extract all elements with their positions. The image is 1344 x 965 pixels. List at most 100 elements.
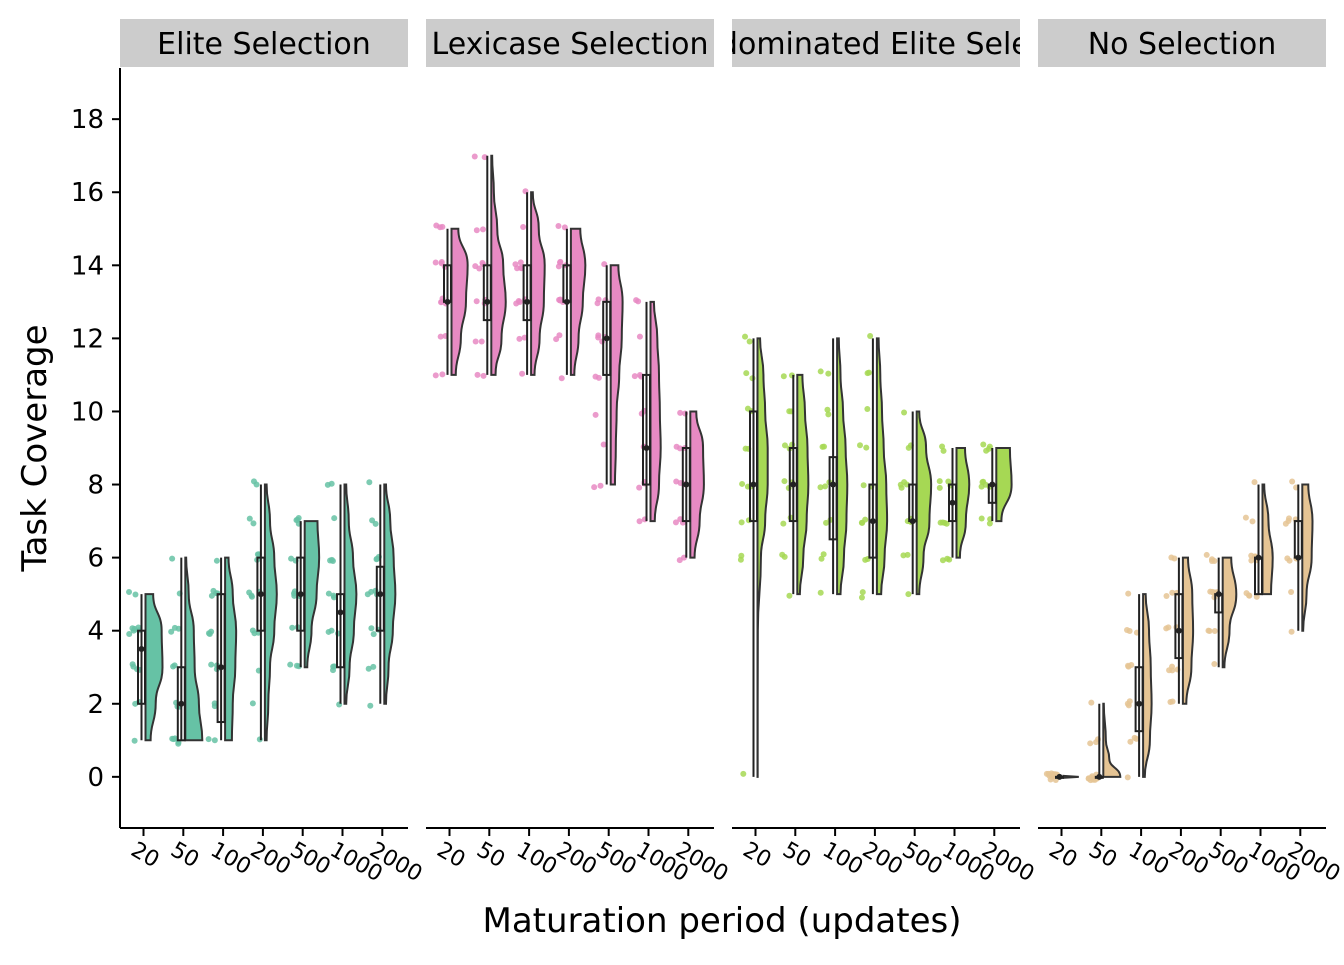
violin-group: [936, 443, 971, 564]
violin-group: [817, 337, 849, 596]
violin-group: [1043, 770, 1079, 783]
data-point: [945, 478, 952, 485]
box-iqr: [749, 410, 758, 523]
data-point: [901, 409, 908, 416]
data-point: [170, 736, 177, 743]
box-iqr: [176, 666, 186, 742]
data-point: [168, 628, 175, 635]
data-point: [211, 700, 218, 707]
data-point: [480, 372, 487, 379]
data-point: [330, 663, 337, 670]
violin-group: [737, 333, 769, 778]
box-iqr: [828, 456, 838, 541]
data-point: [1125, 590, 1132, 597]
data-point: [169, 555, 176, 562]
facet-strip: [732, 19, 1020, 67]
y-tick-label: 8: [87, 471, 104, 501]
data-point: [1209, 588, 1216, 595]
violin-shape: [184, 556, 204, 742]
violin-shape: [995, 447, 1013, 523]
data-point: [780, 373, 787, 380]
y-axis-title: Task Coverage: [15, 324, 55, 572]
data-point: [980, 441, 987, 448]
data-point: [512, 261, 519, 268]
box-median: [178, 700, 185, 707]
data-point: [479, 226, 486, 233]
x-tick-label: 20: [1045, 838, 1082, 874]
data-point: [1163, 592, 1170, 599]
data-point: [867, 333, 874, 340]
data-point: [823, 519, 830, 526]
box-median: [524, 298, 531, 305]
box-iqr: [216, 593, 226, 724]
data-point: [1124, 700, 1131, 707]
data-point: [779, 551, 786, 558]
data-point: [1289, 478, 1296, 485]
data-point: [248, 593, 255, 600]
violin-group: [287, 515, 321, 670]
data-point: [822, 483, 829, 490]
data-point: [858, 594, 865, 601]
data-point: [1208, 557, 1215, 564]
box-iqr: [788, 447, 798, 523]
box-median: [218, 664, 225, 671]
box-median: [1215, 591, 1222, 598]
data-point: [1248, 557, 1255, 564]
box-iqr: [375, 565, 385, 632]
box-median: [257, 591, 264, 598]
data-point: [366, 479, 373, 486]
data-point: [474, 371, 481, 378]
data-point: [516, 335, 523, 342]
violin-group: [432, 222, 469, 379]
data-point: [293, 662, 300, 669]
data-point: [744, 405, 751, 412]
data-point: [213, 557, 220, 564]
data-point: [1047, 776, 1054, 783]
data-point: [478, 338, 485, 345]
box-median: [444, 298, 451, 305]
data-point: [130, 627, 137, 634]
data-point: [1284, 555, 1291, 562]
violin-shape: [303, 520, 321, 669]
data-point: [208, 628, 215, 635]
box-median: [484, 298, 491, 305]
data-point: [517, 259, 524, 266]
data-point: [553, 336, 560, 343]
data-point: [983, 447, 990, 454]
data-point: [328, 556, 335, 563]
violin-shape: [1062, 774, 1079, 779]
data-point: [824, 406, 831, 413]
data-point: [592, 411, 599, 418]
x-tick-label: 50: [1084, 838, 1121, 874]
data-point: [936, 478, 943, 485]
data-point: [865, 369, 872, 376]
data-point: [558, 375, 565, 382]
data-point: [369, 517, 376, 524]
box-iqr: [868, 483, 878, 559]
y-tick-label: 18: [71, 105, 104, 135]
data-point: [250, 520, 257, 527]
violin-shape: [224, 556, 238, 742]
data-point: [131, 737, 138, 744]
box-median: [377, 591, 384, 598]
data-point: [781, 442, 788, 449]
violin-shape: [383, 483, 397, 705]
box-iqr: [1134, 666, 1144, 733]
violin-shape: [836, 337, 849, 596]
violin-group: [779, 372, 810, 599]
data-point: [740, 770, 747, 777]
box-median: [949, 499, 956, 506]
violin-shape: [1261, 483, 1274, 596]
data-point: [132, 591, 139, 598]
box-median: [869, 518, 876, 525]
violin-shape: [343, 483, 358, 705]
data-point: [862, 556, 869, 563]
violin-group: [512, 188, 546, 377]
data-point: [256, 736, 263, 743]
data-point: [857, 442, 864, 449]
data-point: [437, 333, 444, 340]
data-point: [597, 482, 604, 489]
data-point: [742, 333, 749, 340]
